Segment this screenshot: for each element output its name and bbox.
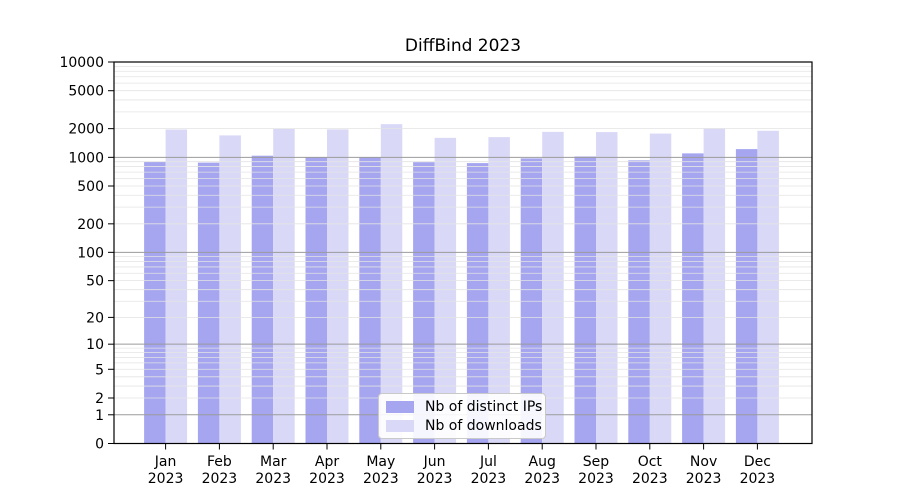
x-tick-label-month: May: [366, 454, 395, 470]
y-tick-label: 0: [95, 437, 104, 453]
bar-distinct-ips-oct: [628, 160, 650, 444]
bar-downloads-sep: [596, 132, 618, 444]
y-tick-label: 500: [77, 179, 104, 195]
bar-distinct-ips-jul: [466, 163, 489, 444]
x-tick-label-month: Mar: [260, 454, 287, 470]
x-tick-label-month: Dec: [744, 454, 771, 470]
x-tick-label-month: Jun: [423, 454, 446, 470]
legend: Nb of distinct IPs Nb of downloads: [378, 393, 546, 439]
y-tick-label: 5000: [68, 84, 104, 100]
legend-item-distinct-ips: Nb of distinct IPs: [379, 398, 545, 415]
bar-distinct-ips-mar: [251, 155, 274, 444]
x-tick-label-month: Apr: [315, 454, 339, 470]
chart-title: DiffBind 2023: [404, 36, 522, 56]
y-tick-label: 2000: [68, 122, 104, 138]
x-tick-label-year: 2023: [686, 471, 722, 487]
y-tick-label: 10: [86, 337, 104, 353]
y-tick-label: 200: [77, 217, 104, 233]
legend-swatch-downloads-icon: [386, 419, 414, 432]
x-tick-label-year: 2023: [471, 471, 507, 487]
x-tick-label-year: 2023: [363, 471, 399, 487]
x-tick-label-year: 2023: [524, 471, 560, 487]
y-tick-label: 20: [86, 310, 104, 326]
bar-distinct-ips-jan: [144, 161, 166, 444]
bar-distinct-ips-jun: [413, 162, 435, 444]
bar-downloads-mar: [273, 128, 295, 444]
bar-downloads-aug: [542, 131, 564, 444]
x-tick-label-month: Sep: [583, 454, 610, 470]
bar-downloads-apr: [327, 129, 349, 444]
x-tick-label-month: Nov: [690, 454, 717, 470]
y-tick-label: 2: [95, 391, 104, 407]
x-tick-label-month: Jan: [154, 454, 177, 470]
legend-label-distinct-ips: Nb of distinct IPs: [425, 398, 543, 415]
y-tick-label: 50: [86, 274, 104, 290]
bar-distinct-ips-may: [359, 157, 381, 444]
x-tick-label-year: 2023: [740, 471, 776, 487]
y-tick-label: 1: [95, 408, 104, 424]
x-tick-label-month: Feb: [207, 454, 232, 470]
bar-downloads-nov: [703, 128, 726, 444]
bar-downloads-dec: [757, 130, 779, 444]
bar-distinct-ips-apr: [305, 157, 327, 444]
legend-swatch-distinct-ips-icon: [386, 400, 414, 413]
bar-distinct-ips-nov: [682, 153, 704, 444]
bar-downloads-jul: [488, 137, 510, 444]
bar-downloads-oct: [649, 133, 672, 444]
x-tick-label-year: 2023: [309, 471, 345, 487]
bar-downloads-jan: [165, 129, 188, 444]
x-tick-label-year: 2023: [578, 471, 614, 487]
y-tick-label: 100: [77, 245, 104, 261]
bar-distinct-ips-dec: [735, 149, 758, 444]
bar-downloads-may: [380, 124, 403, 444]
bar-distinct-ips-sep: [574, 156, 596, 444]
bar-distinct-ips-feb: [197, 162, 220, 444]
legend-label-downloads: Nb of downloads: [425, 417, 542, 434]
x-tick-label-month: Jul: [479, 454, 497, 470]
x-tick-label-year: 2023: [632, 471, 668, 487]
y-tick-label: 10000: [59, 55, 104, 71]
y-tick-label: 5: [95, 362, 104, 378]
x-tick-label-year: 2023: [202, 471, 238, 487]
bar-downloads-jun: [434, 137, 457, 444]
x-tick-label-month: Aug: [529, 454, 556, 470]
x-tick-label-month: Oct: [638, 454, 663, 470]
x-tick-label-year: 2023: [255, 471, 291, 487]
y-tick-label: 1000: [68, 150, 104, 166]
x-tick-label-year: 2023: [148, 471, 184, 487]
legend-item-downloads: Nb of downloads: [379, 417, 545, 434]
x-tick-label-year: 2023: [417, 471, 453, 487]
